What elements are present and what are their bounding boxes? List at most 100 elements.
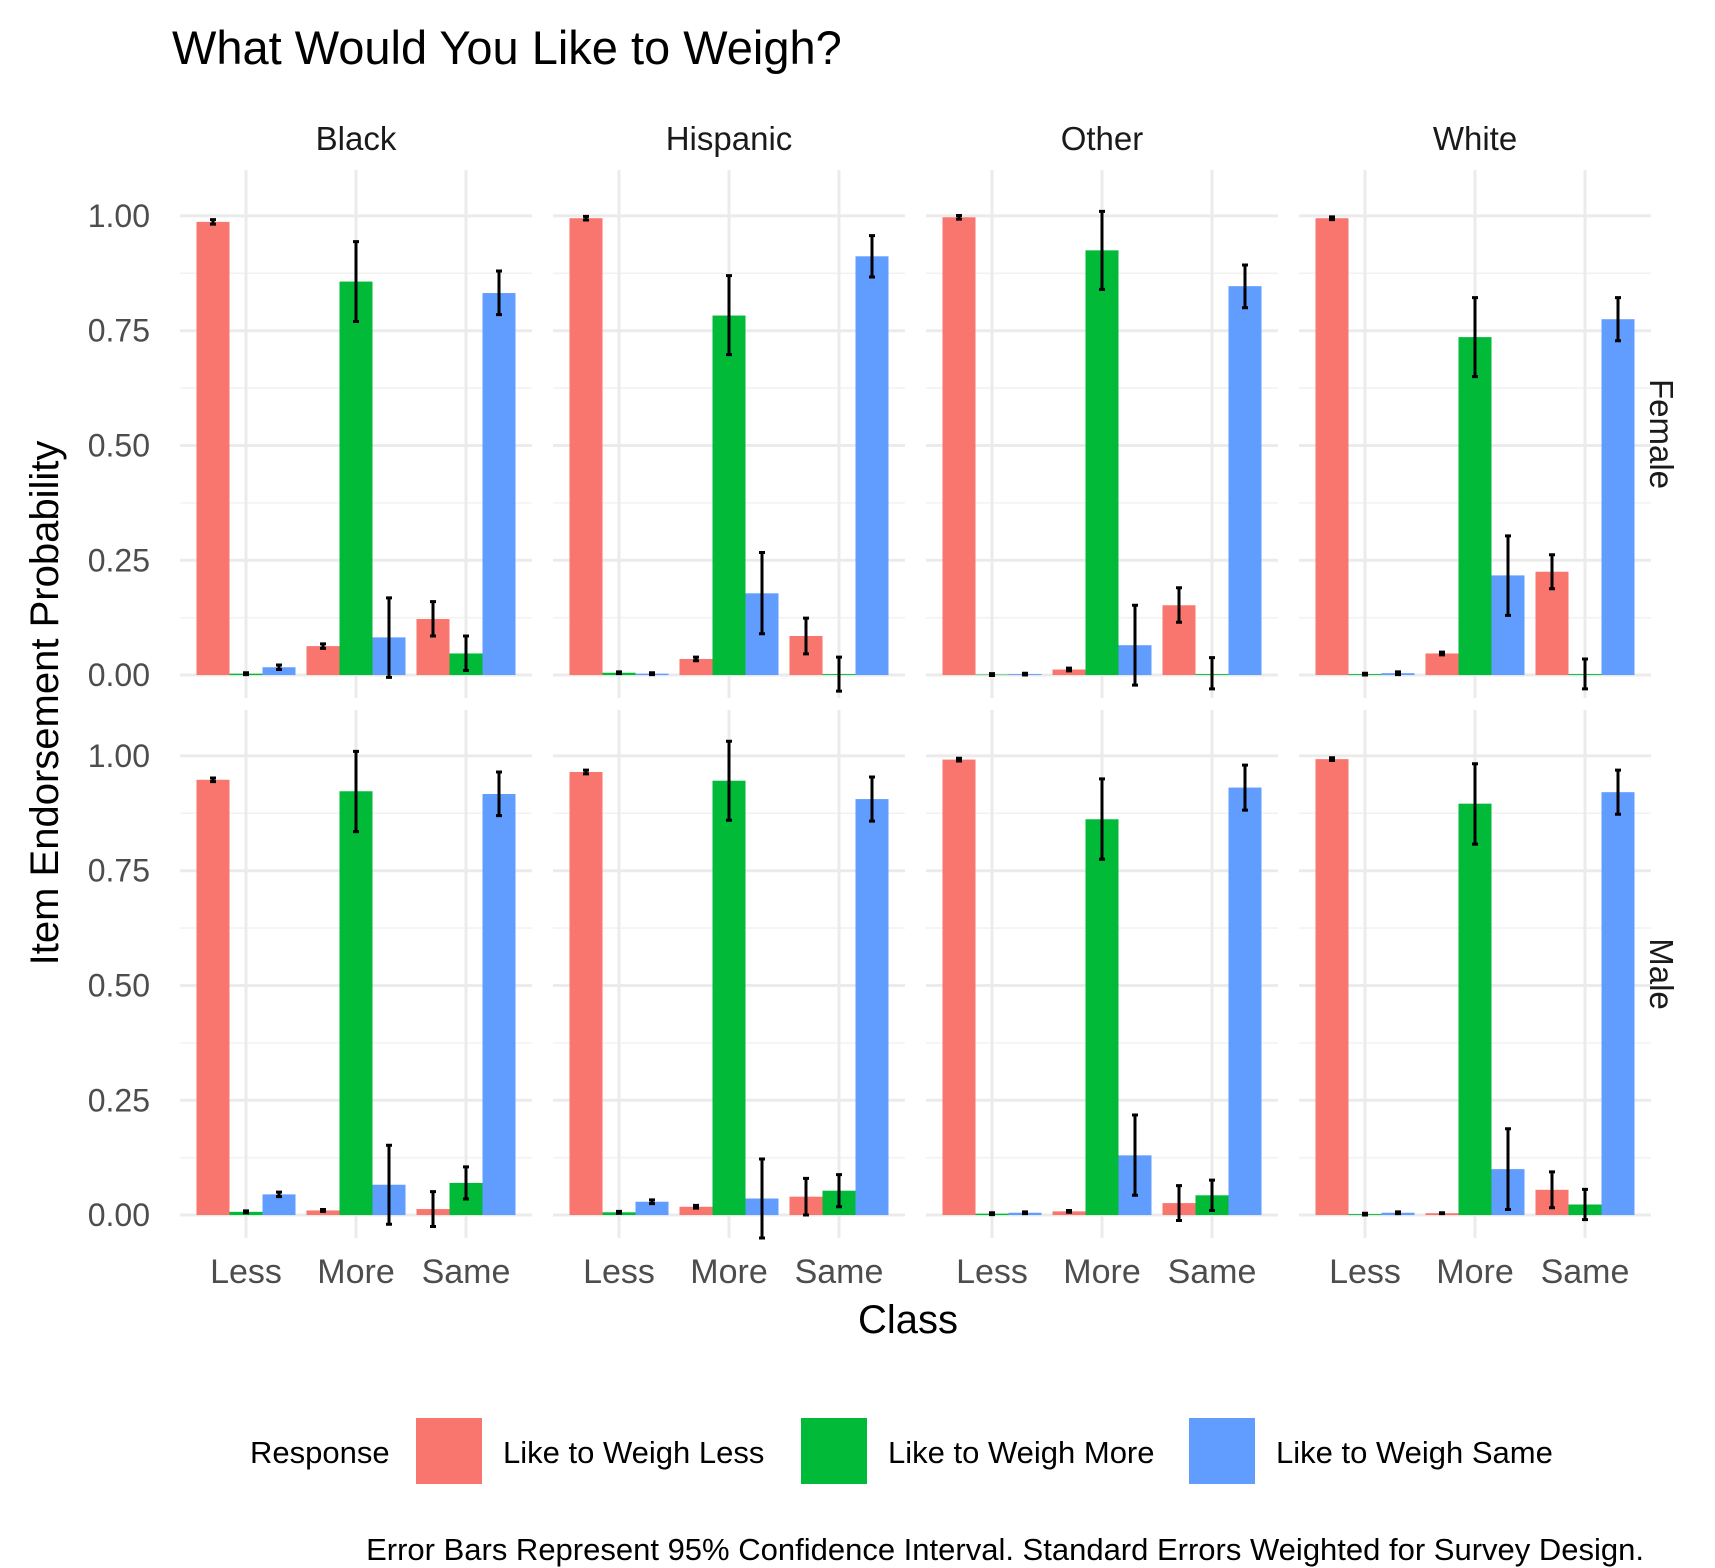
error-bar-female-other-more-like-to-weigh-more <box>1099 209 1105 291</box>
error-bar-male-hispanic-less-like-to-weigh-less <box>583 768 589 776</box>
x-tick-label-other-more: More <box>1063 1253 1140 1291</box>
error-bar-male-hispanic-less-like-to-weigh-same <box>649 1198 655 1206</box>
error-bar-male-other-same-like-to-weigh-same <box>1242 763 1248 812</box>
bar-female-hispanic-same-like-to-weigh-same <box>855 256 889 676</box>
bar-female-white-more-like-to-weigh-less <box>1425 653 1459 676</box>
bar-male-hispanic-more-like-to-weigh-more <box>712 780 746 1216</box>
chart-caption: Error Bars Represent 95% Confidence Inte… <box>366 1532 1644 1567</box>
bar-male-other-same-like-to-weigh-same <box>1228 787 1262 1216</box>
error-bar-female-hispanic-same-like-to-weigh-more <box>836 655 842 693</box>
error-bar-male-white-same-like-to-weigh-same <box>1615 768 1621 816</box>
error-bar-male-hispanic-same-like-to-weigh-less <box>803 1176 809 1217</box>
error-bar-female-black-more-like-to-weigh-more <box>353 240 359 324</box>
bar-male-black-less-like-to-weigh-same <box>262 1194 296 1216</box>
panel-male-hispanic <box>553 710 905 1240</box>
error-bar-female-other-same-like-to-weigh-less <box>1176 586 1182 624</box>
legend-key-like-to-weigh-more <box>801 1418 867 1484</box>
error-bar-female-white-more-like-to-weigh-less <box>1439 650 1445 657</box>
error-bar-female-white-less-like-to-weigh-same <box>1395 670 1401 677</box>
bar-female-hispanic-more-like-to-weigh-less <box>679 658 713 676</box>
y-tick-label-male-3: 0.75 <box>88 853 150 889</box>
chart-title: What Would You Like to Weigh? <box>172 21 842 74</box>
bar-female-white-same-like-to-weigh-same <box>1601 319 1635 676</box>
error-bar-male-other-more-like-to-weigh-more <box>1099 777 1105 861</box>
error-bar-male-other-less-like-to-weigh-more <box>989 1211 995 1217</box>
facet-strip-female: Female <box>1643 379 1680 489</box>
error-bar-male-hispanic-more-like-to-weigh-less <box>693 1203 699 1210</box>
error-bar-male-hispanic-same-like-to-weigh-same <box>869 775 875 823</box>
ticks-layer: Black Hispanic Other White Female Male 0.00 0.2… <box>88 120 1680 1291</box>
bar-female-white-less-like-to-weigh-less <box>1315 218 1349 676</box>
error-bar-female-white-same-like-to-weigh-more <box>1582 657 1588 691</box>
bar-female-other-less-like-to-weigh-less <box>942 217 976 676</box>
error-bar-male-black-less-like-to-weigh-less <box>210 776 216 784</box>
x-tick-label-hispanic-same: Same <box>795 1253 884 1291</box>
error-bar-female-black-same-like-to-weigh-more <box>463 634 469 672</box>
error-bar-female-hispanic-same-like-to-weigh-less <box>803 616 809 656</box>
legend-label-like-to-weigh-same: Like to Weigh Same <box>1276 1435 1553 1470</box>
error-bar-female-white-more-like-to-weigh-more <box>1472 296 1478 379</box>
bar-male-black-same-like-to-weigh-same <box>482 794 516 1216</box>
error-bar-female-white-same-like-to-weigh-same <box>1615 296 1621 343</box>
x-tick-label-white-same: Same <box>1541 1253 1630 1291</box>
bar-female-black-more-like-to-weigh-less <box>306 646 340 676</box>
error-bar-female-black-less-like-to-weigh-same <box>276 663 282 672</box>
error-bar-female-white-more-like-to-weigh-same <box>1505 534 1511 617</box>
error-bar-female-black-same-like-to-weigh-same <box>496 269 502 317</box>
error-bar-male-white-same-like-to-weigh-more <box>1582 1187 1588 1222</box>
x-tick-label-white-more: More <box>1436 1253 1513 1291</box>
error-bar-male-other-less-like-to-weigh-less <box>956 756 962 763</box>
error-bar-male-white-same-like-to-weigh-less <box>1549 1170 1555 1210</box>
error-bar-male-white-less-like-to-weigh-less <box>1329 756 1335 763</box>
x-tick-label-other-same: Same <box>1168 1253 1257 1291</box>
x-tick-label-hispanic-less: Less <box>583 1253 655 1291</box>
error-bar-male-black-more-like-to-weigh-same <box>386 1143 392 1226</box>
bar-male-white-more-like-to-weigh-more <box>1458 803 1492 1216</box>
x-tick-label-black-same: Same <box>422 1253 511 1291</box>
error-bar-male-hispanic-less-like-to-weigh-more <box>616 1209 622 1215</box>
error-bar-male-hispanic-same-like-to-weigh-more <box>836 1173 842 1209</box>
error-bar-female-hispanic-more-like-to-weigh-more <box>726 274 732 357</box>
error-bar-female-white-less-like-to-weigh-more <box>1362 671 1368 677</box>
y-tick-label-male-2: 0.50 <box>88 967 150 1003</box>
error-bar-male-black-same-like-to-weigh-more <box>463 1165 469 1201</box>
y-tick-label-male-4: 1.00 <box>88 738 150 774</box>
facet-strip-other: Other <box>1061 120 1144 157</box>
error-bar-female-other-same-like-to-weigh-same <box>1242 263 1248 310</box>
bar-male-hispanic-less-like-to-weigh-less <box>569 771 603 1216</box>
error-bar-male-white-less-like-to-weigh-same <box>1395 1210 1401 1216</box>
legend: Response Like to Weigh Less Like to Weigh… <box>250 1418 1553 1484</box>
error-bar-female-white-same-like-to-weigh-less <box>1549 553 1555 591</box>
y-tick-label-male-0: 0.00 <box>88 1197 150 1233</box>
bar-male-white-same-like-to-weigh-same <box>1601 792 1635 1216</box>
error-bar-female-other-more-like-to-weigh-less <box>1066 666 1072 673</box>
error-bar-male-white-less-like-to-weigh-more <box>1362 1211 1368 1217</box>
error-bar-female-black-same-like-to-weigh-less <box>430 600 436 638</box>
error-bar-male-other-more-like-to-weigh-less <box>1066 1208 1072 1214</box>
error-bar-male-black-same-like-to-weigh-same <box>496 770 502 818</box>
legend-key-like-to-weigh-less <box>416 1418 482 1484</box>
error-bar-female-hispanic-less-like-to-weigh-same <box>649 671 655 677</box>
bar-male-hispanic-same-like-to-weigh-same <box>855 799 889 1216</box>
error-bar-female-other-more-like-to-weigh-same <box>1132 603 1138 687</box>
bar-female-other-same-like-to-weigh-same <box>1228 286 1262 676</box>
facet-strip-male: Male <box>1643 938 1680 1010</box>
bar-male-white-less-like-to-weigh-less <box>1315 759 1349 1216</box>
error-bar-male-black-same-like-to-weigh-less <box>430 1190 436 1229</box>
bar-female-black-more-like-to-weigh-more <box>339 281 373 676</box>
bar-female-black-less-like-to-weigh-same <box>262 667 296 676</box>
x-tick-label-hispanic-more: More <box>690 1253 767 1291</box>
bar-male-other-more-like-to-weigh-more <box>1085 819 1119 1216</box>
error-bar-female-black-less-like-to-weigh-more <box>243 671 249 677</box>
y-tick-label-female-0: 0.00 <box>88 657 150 693</box>
error-bar-male-other-same-like-to-weigh-more <box>1209 1178 1215 1212</box>
error-bar-male-hispanic-more-like-to-weigh-same <box>759 1157 765 1240</box>
facet-strip-white: White <box>1433 120 1517 157</box>
error-bar-male-other-more-like-to-weigh-same <box>1132 1113 1138 1197</box>
bar-female-hispanic-less-like-to-weigh-less <box>569 218 603 676</box>
bar-male-black-less-like-to-weigh-less <box>196 779 230 1216</box>
panel-male-black <box>180 710 532 1238</box>
error-bar-female-hispanic-less-like-to-weigh-more <box>616 670 622 676</box>
